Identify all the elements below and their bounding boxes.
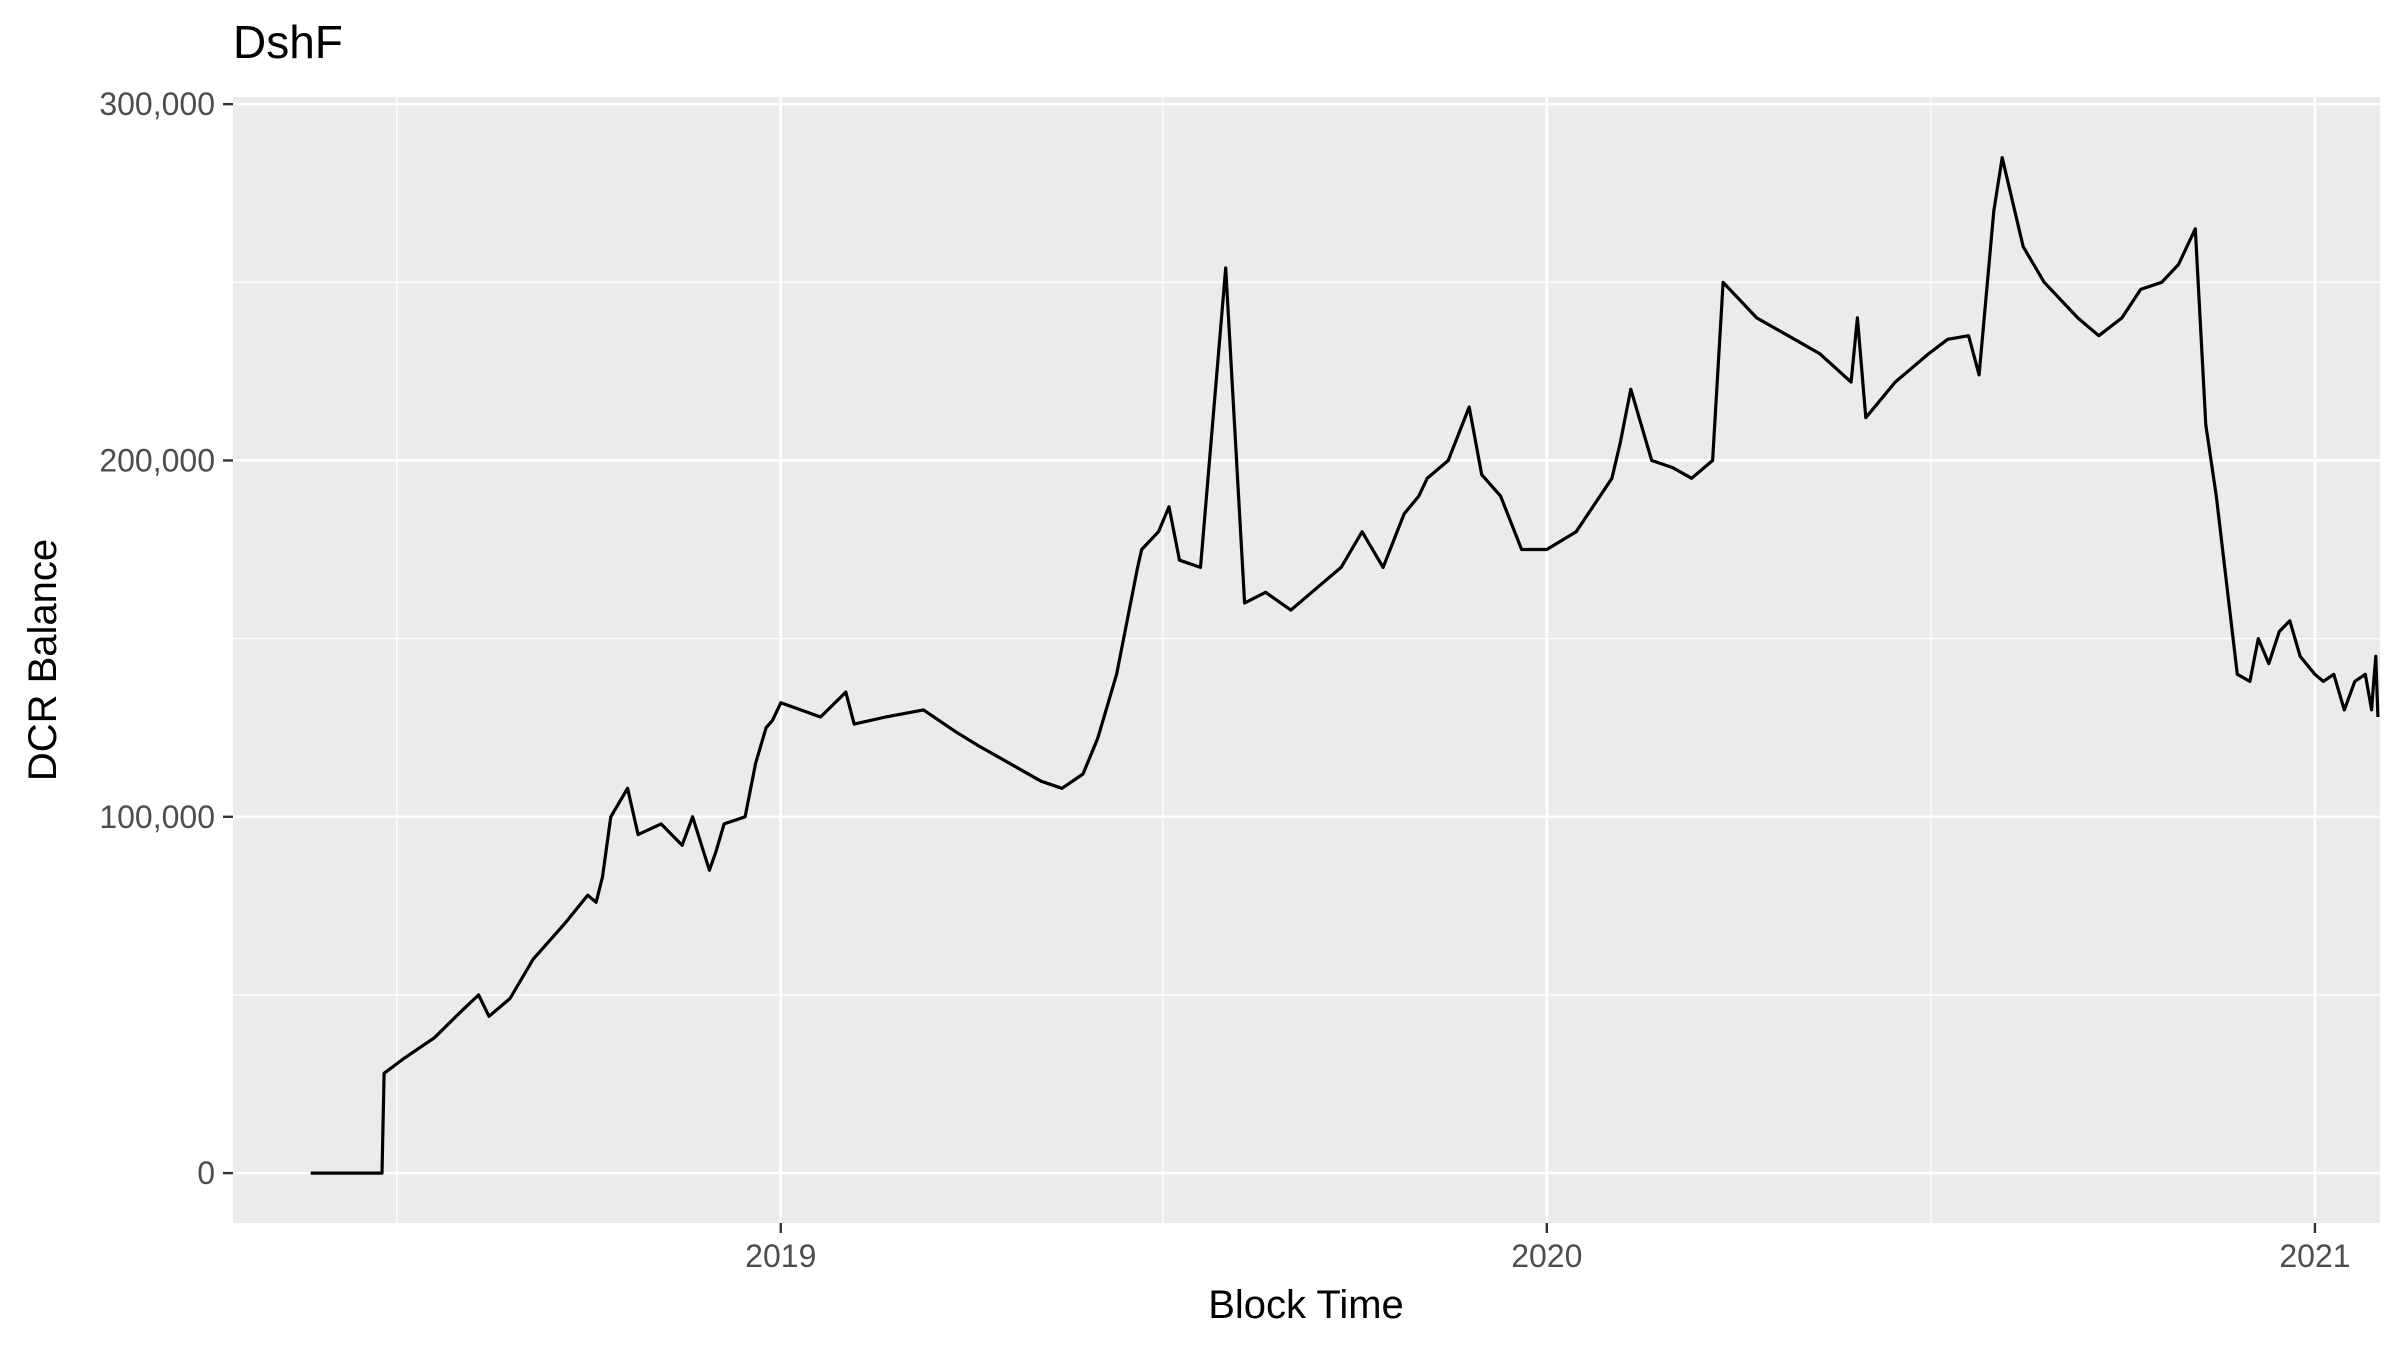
chart-title: DshF [233, 16, 343, 68]
y-tick-label: 100,000 [99, 799, 215, 835]
y-tick-label: 0 [197, 1155, 215, 1191]
x-axis: 2019 2020 2021 [745, 1223, 2351, 1274]
major-gridlines [233, 97, 2380, 1223]
x-tick-label: 2021 [2279, 1238, 2350, 1274]
minor-gridlines [233, 97, 2380, 1223]
plot-panel [233, 97, 2380, 1223]
x-tick-label: 2019 [745, 1238, 816, 1274]
y-axis: 0 100,000 200,000 300,000 [99, 86, 233, 1191]
x-axis-title: Block Time [1208, 1283, 1404, 1327]
series-line [310, 156, 2380, 1175]
y-axis-title: DCR Balance [21, 539, 65, 781]
series-layer [310, 156, 2380, 1175]
y-tick-label: 200,000 [99, 442, 215, 478]
x-tick-label: 2020 [1511, 1238, 1582, 1274]
y-tick-label: 300,000 [99, 86, 215, 122]
